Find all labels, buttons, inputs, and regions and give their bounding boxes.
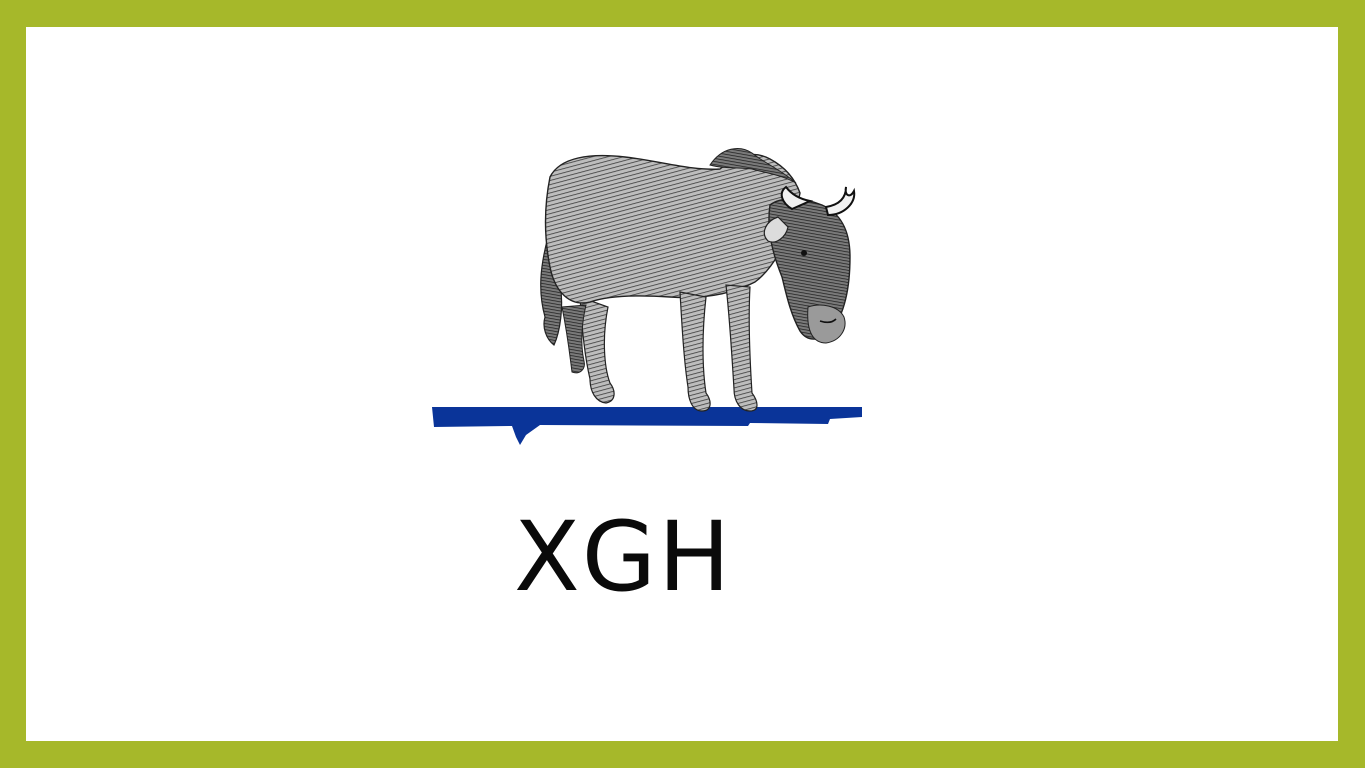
ground-stripe: [432, 407, 862, 445]
wildebeest-icon: [432, 148, 862, 445]
eye-icon: [801, 250, 807, 256]
slide-canvas: XGH: [26, 27, 1338, 741]
wildebeest-illustration: [430, 117, 870, 457]
slide-title: XGH: [514, 501, 733, 613]
